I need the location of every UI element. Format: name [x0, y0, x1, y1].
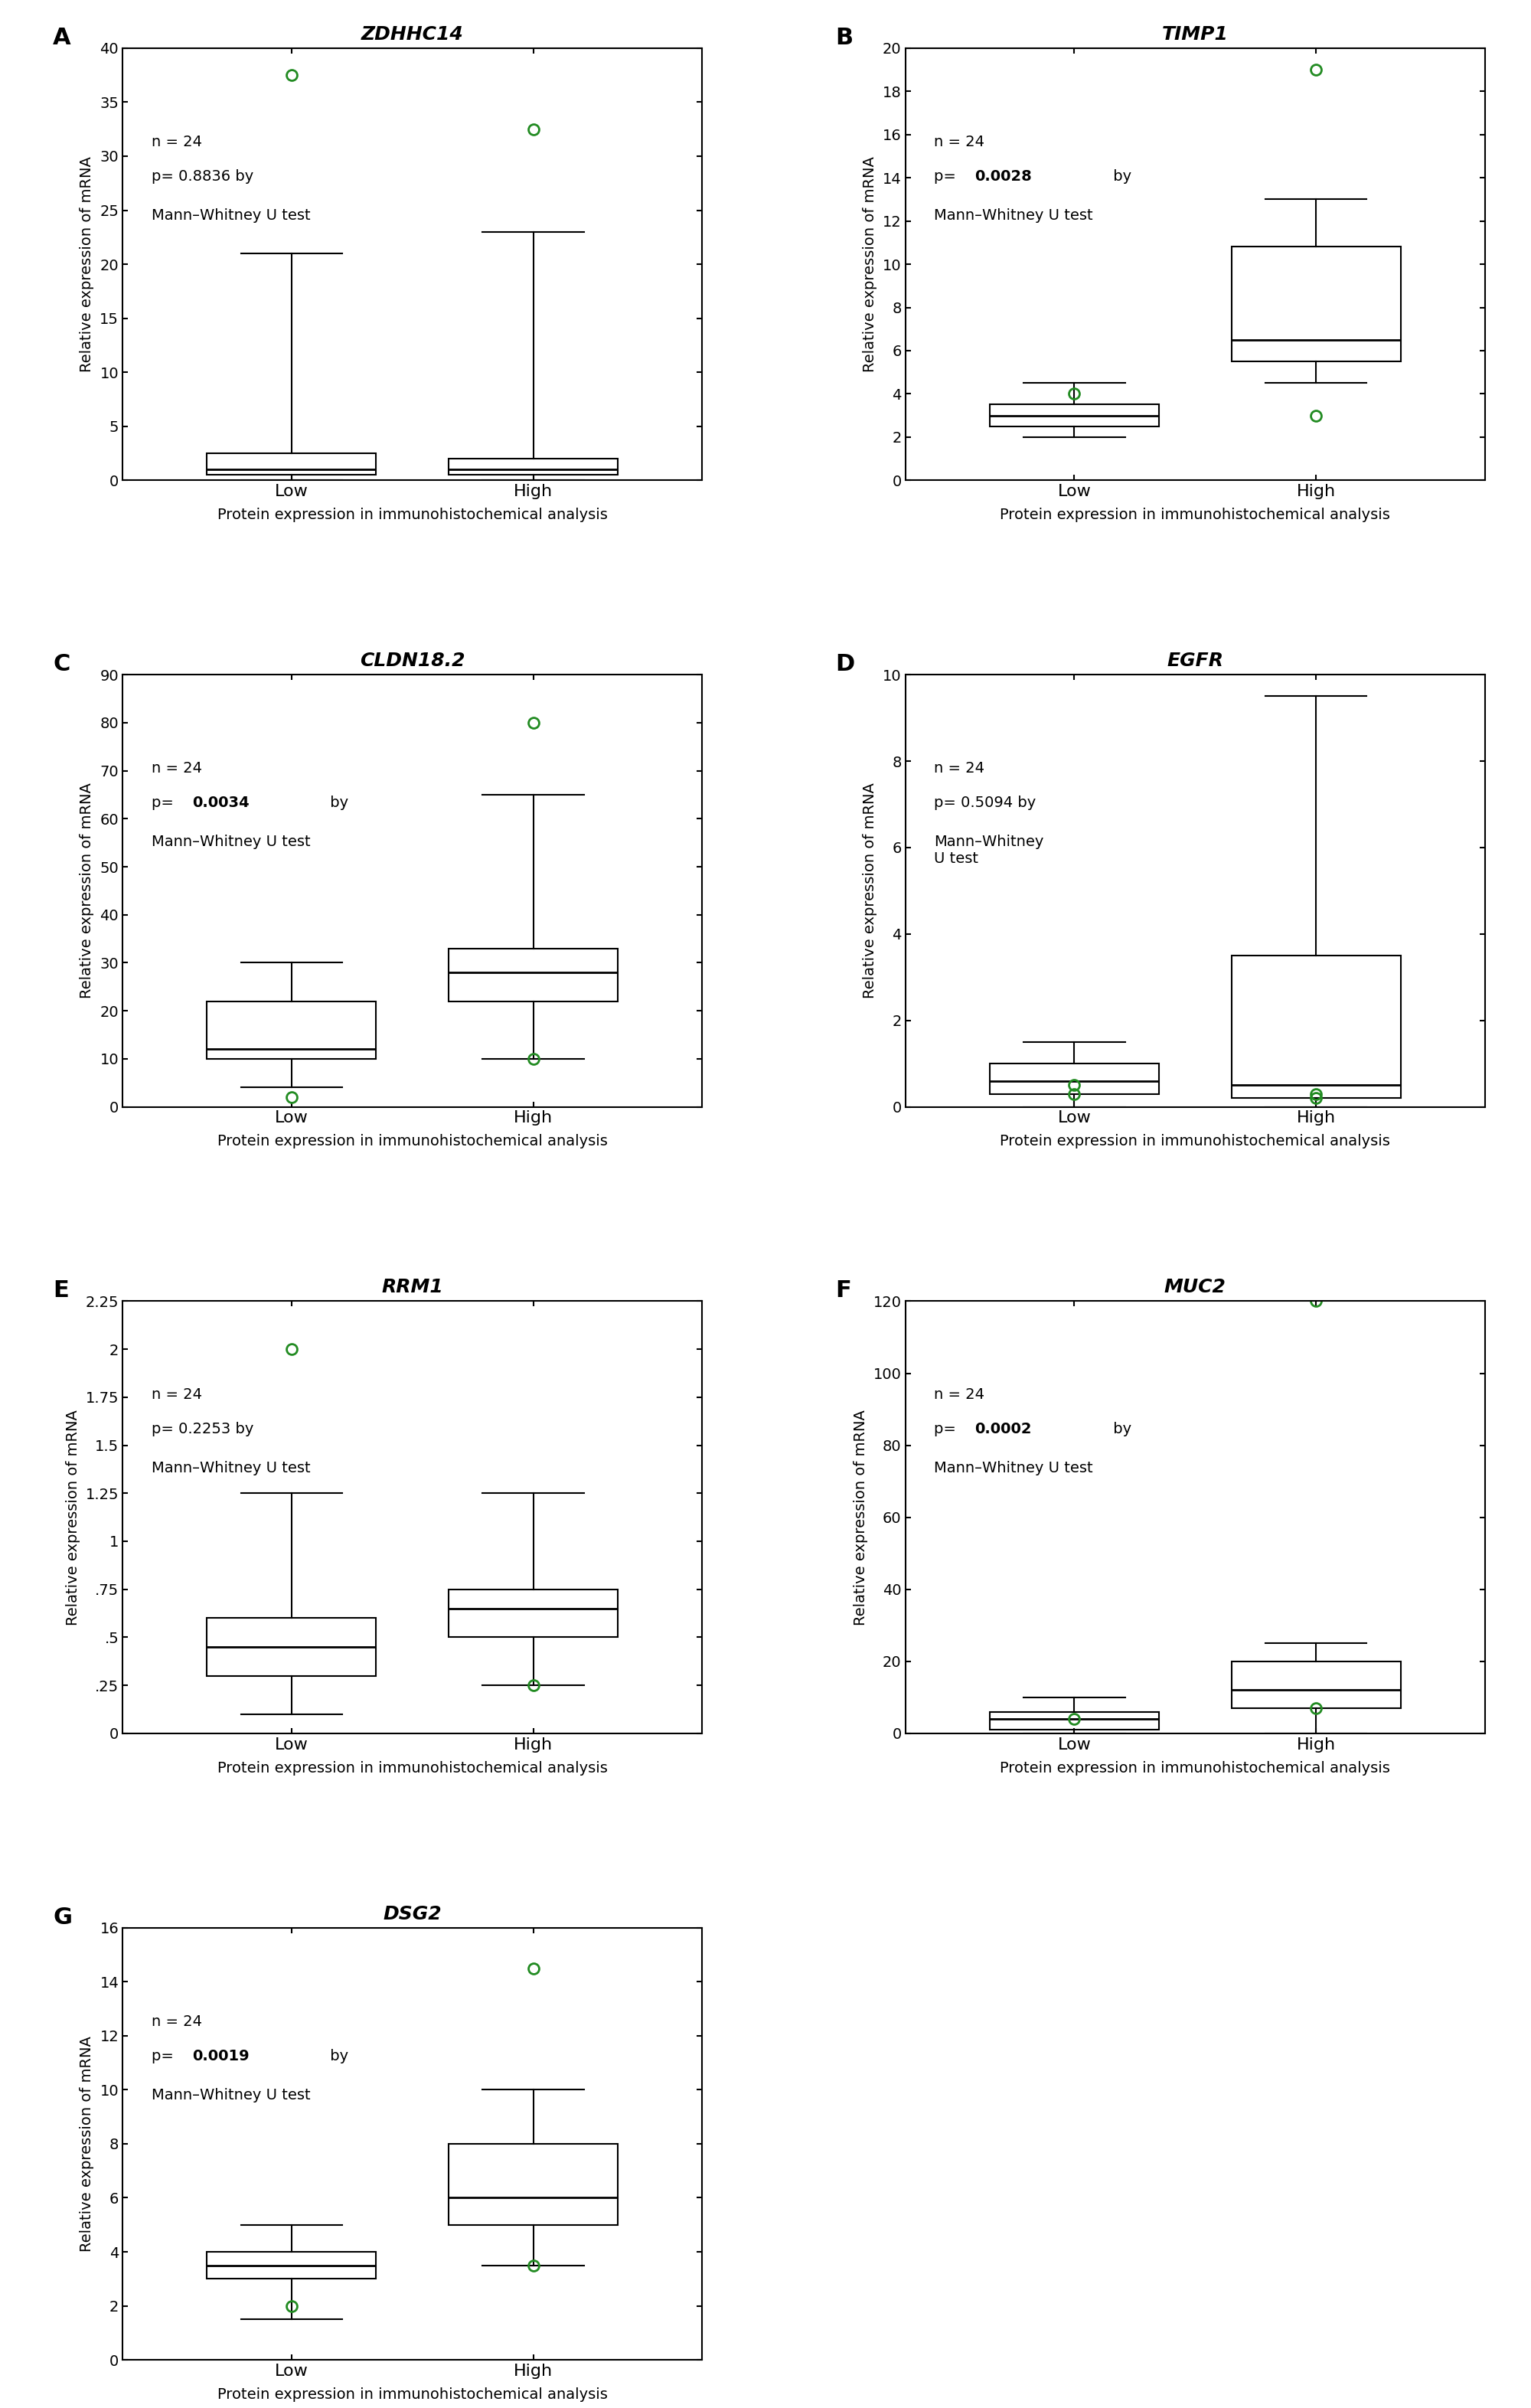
Y-axis label: Relative expression of mRNA: Relative expression of mRNA [66, 1409, 80, 1625]
Text: C: C [54, 653, 70, 674]
Text: n = 24: n = 24 [152, 1387, 202, 1401]
Text: p= 0.5094 by: p= 0.5094 by [934, 795, 1036, 809]
Title: CLDN18.2: CLDN18.2 [360, 653, 465, 669]
Title: MUC2: MUC2 [1164, 1279, 1226, 1296]
Text: 0.0028: 0.0028 [975, 169, 1032, 183]
Text: n = 24: n = 24 [934, 761, 984, 775]
X-axis label: Protein expression in immunohistochemical analysis: Protein expression in immunohistochemica… [217, 508, 608, 523]
Y-axis label: Relative expression of mRNA: Relative expression of mRNA [80, 783, 95, 999]
FancyBboxPatch shape [449, 2143, 617, 2225]
FancyBboxPatch shape [207, 453, 377, 474]
Text: Mann–Whitney U test: Mann–Whitney U test [934, 207, 1093, 222]
Text: n = 24: n = 24 [934, 1387, 984, 1401]
Title: ZDHHC14: ZDHHC14 [361, 24, 464, 43]
Text: p= 0.8836 by: p= 0.8836 by [152, 169, 254, 183]
Text: p=: p= [152, 2049, 178, 2064]
Text: by: by [326, 2049, 349, 2064]
X-axis label: Protein expression in immunohistochemical analysis: Protein expression in immunohistochemica… [217, 2386, 608, 2401]
X-axis label: Protein expression in immunohistochemical analysis: Protein expression in immunohistochemica… [217, 1134, 608, 1149]
FancyBboxPatch shape [207, 2251, 377, 2278]
X-axis label: Protein expression in immunohistochemical analysis: Protein expression in immunohistochemica… [217, 1760, 608, 1775]
X-axis label: Protein expression in immunohistochemical analysis: Protein expression in immunohistochemica… [1000, 1760, 1390, 1775]
FancyBboxPatch shape [449, 458, 617, 474]
X-axis label: Protein expression in immunohistochemical analysis: Protein expression in immunohistochemica… [1000, 1134, 1390, 1149]
Title: TIMP1: TIMP1 [1162, 24, 1228, 43]
Text: A: A [54, 26, 70, 48]
FancyBboxPatch shape [991, 1064, 1159, 1093]
Text: Mann–Whitney U test: Mann–Whitney U test [152, 836, 311, 850]
Y-axis label: Relative expression of mRNA: Relative expression of mRNA [853, 1409, 868, 1625]
FancyBboxPatch shape [1231, 1662, 1401, 1707]
Text: by: by [1108, 1423, 1131, 1438]
Text: 0.0019: 0.0019 [191, 2049, 250, 2064]
FancyBboxPatch shape [1231, 956, 1401, 1098]
FancyBboxPatch shape [1231, 248, 1401, 361]
Text: by: by [1108, 169, 1131, 183]
Text: 0.0034: 0.0034 [191, 795, 250, 809]
FancyBboxPatch shape [449, 1589, 617, 1637]
Text: F: F [836, 1279, 851, 1303]
Text: D: D [836, 653, 854, 674]
Text: n = 24: n = 24 [152, 761, 202, 775]
FancyBboxPatch shape [449, 949, 617, 1002]
Text: E: E [54, 1279, 69, 1303]
Text: Mann–Whitney U test: Mann–Whitney U test [152, 2088, 311, 2102]
Text: 0.0002: 0.0002 [975, 1423, 1032, 1438]
Text: Mann–Whitney U test: Mann–Whitney U test [934, 1462, 1093, 1476]
X-axis label: Protein expression in immunohistochemical analysis: Protein expression in immunohistochemica… [1000, 508, 1390, 523]
FancyBboxPatch shape [207, 1618, 377, 1676]
Text: by: by [326, 795, 349, 809]
Text: Mann–Whitney U test: Mann–Whitney U test [152, 207, 311, 222]
Text: n = 24: n = 24 [152, 2013, 202, 2028]
Text: Mann–Whitney
U test: Mann–Whitney U test [934, 836, 1044, 867]
Text: p=: p= [934, 1423, 961, 1438]
Text: p=: p= [152, 795, 178, 809]
Title: EGFR: EGFR [1167, 653, 1223, 669]
Title: RRM1: RRM1 [381, 1279, 444, 1296]
Y-axis label: Relative expression of mRNA: Relative expression of mRNA [863, 783, 877, 999]
FancyBboxPatch shape [207, 1002, 377, 1060]
Text: n = 24: n = 24 [152, 135, 202, 149]
Text: Mann–Whitney U test: Mann–Whitney U test [152, 1462, 311, 1476]
Text: n = 24: n = 24 [934, 135, 984, 149]
Text: B: B [836, 26, 853, 48]
Y-axis label: Relative expression of mRNA: Relative expression of mRNA [80, 157, 95, 373]
Text: p= 0.2253 by: p= 0.2253 by [152, 1423, 254, 1438]
Y-axis label: Relative expression of mRNA: Relative expression of mRNA [80, 2035, 95, 2251]
Title: DSG2: DSG2 [383, 1905, 442, 1924]
FancyBboxPatch shape [991, 1712, 1159, 1729]
Text: p=: p= [934, 169, 961, 183]
Text: G: G [54, 1907, 72, 1929]
Y-axis label: Relative expression of mRNA: Relative expression of mRNA [862, 157, 877, 373]
FancyBboxPatch shape [991, 405, 1159, 426]
